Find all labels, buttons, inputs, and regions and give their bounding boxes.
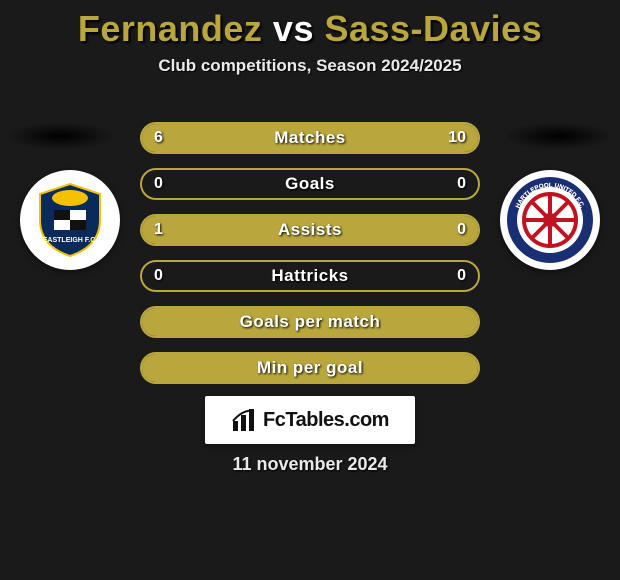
club-crest-right: HARTLEPOOL UNITED F.C. HARTLEPOOL UNITED… — [500, 170, 600, 270]
hartlepool-crest-icon: HARTLEPOOL UNITED F.C. HARTLEPOOL UNITED… — [505, 175, 595, 265]
stat-row-assists: 10Assists — [140, 214, 480, 246]
stat-row-goals-per-match: Goals per match — [140, 306, 480, 338]
player1-name: Fernandez — [78, 8, 263, 49]
stat-label: Matches — [142, 124, 478, 152]
eastleigh-crest-icon: EASTLEIGH F.C. — [30, 180, 110, 260]
brand-box: FcTables.com — [205, 396, 415, 444]
shadow-right — [504, 122, 614, 150]
date-text: 11 november 2024 — [0, 454, 620, 475]
stat-row-matches: 610Matches — [140, 122, 480, 154]
club-crest-left: EASTLEIGH F.C. — [20, 170, 120, 270]
stat-label: Assists — [142, 216, 478, 244]
shadow-left — [6, 122, 116, 150]
stat-row-hattricks: 00Hattricks — [140, 260, 480, 292]
stat-label: Min per goal — [142, 354, 478, 382]
comparison-title: Fernandez vs Sass-Davies — [0, 0, 620, 50]
svg-text:EASTLEIGH F.C.: EASTLEIGH F.C. — [43, 237, 98, 244]
brand-text: FcTables.com — [263, 409, 389, 432]
brand-logo-icon — [231, 407, 257, 433]
player2-name: Sass-Davies — [324, 8, 542, 49]
stat-bars: 610Matches 00Goals 10Assists 00Hattricks Goa… — [140, 122, 480, 398]
subtitle: Club competitions, Season 2024/2025 — [0, 56, 620, 76]
stat-label: Goals per match — [142, 308, 478, 336]
stat-label: Goals — [142, 170, 478, 198]
stat-row-min-per-goal: Min per goal — [140, 352, 480, 384]
vs-separator: vs — [273, 8, 314, 49]
stat-row-goals: 00Goals — [140, 168, 480, 200]
stat-label: Hattricks — [142, 262, 478, 290]
